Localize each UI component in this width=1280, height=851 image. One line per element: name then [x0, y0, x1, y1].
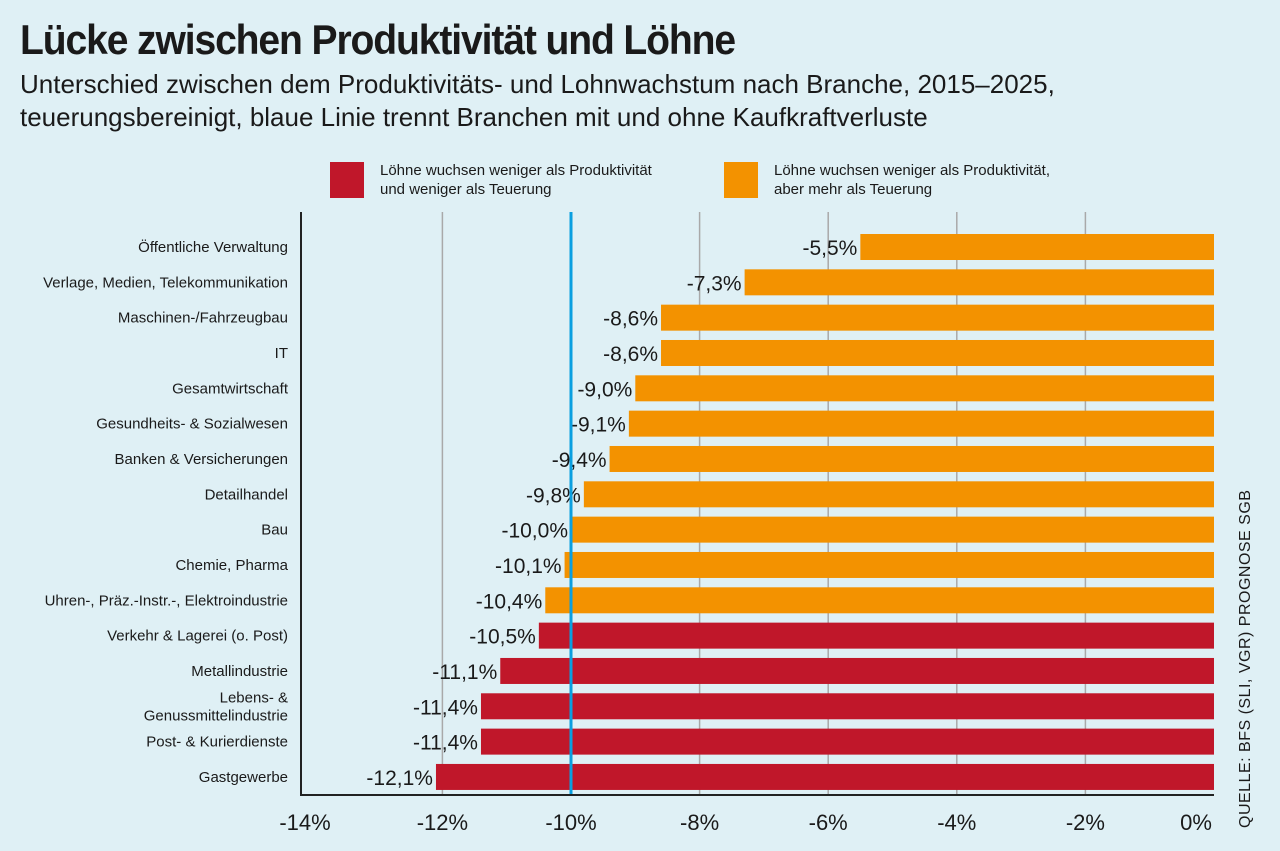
- category-label: Chemie, Pharma: [175, 557, 288, 574]
- bar: [860, 234, 1214, 260]
- x-tick-label: -6%: [809, 810, 848, 835]
- category-label: Verlage, Medien, Telekommunikation: [43, 274, 288, 291]
- category-label: Öffentliche Verwaltung: [138, 238, 288, 256]
- value-label: -10,1%: [495, 555, 562, 578]
- bar: [538, 622, 1214, 649]
- category-label: Gesundheits- & Sozialwesen: [96, 416, 288, 433]
- category-label: Uhren-, Präz.-Instr.-, Elektroindustrie: [45, 592, 288, 609]
- category-label: Lebens- &: [220, 689, 288, 706]
- bar: [661, 339, 1214, 366]
- value-label: -11,4%: [413, 732, 478, 755]
- chart-subtitle: Unterschied zwischen dem Produktivitäts-…: [20, 69, 1055, 132]
- bar: [744, 269, 1214, 296]
- bar: [609, 445, 1214, 472]
- category-label: Metallindustrie: [191, 663, 288, 680]
- bar: [500, 657, 1214, 684]
- value-label: -11,1%: [432, 661, 497, 684]
- category-label: Banken & Versicherungen: [115, 451, 288, 468]
- value-label: -9,0%: [577, 378, 632, 401]
- chart-title: Lücke zwischen Produktivität und Löhne: [20, 16, 736, 63]
- legend-label: Löhne wuchsen weniger als Produktivität: [380, 162, 653, 179]
- value-label: -12,1%: [366, 767, 433, 790]
- bar: [564, 551, 1214, 578]
- x-tick-label: -10%: [545, 810, 596, 835]
- value-label: -9,1%: [571, 414, 626, 437]
- value-label: -9,8%: [526, 484, 581, 507]
- value-label: -10,0%: [501, 520, 568, 543]
- category-label: Genussmittelindustrie: [144, 707, 288, 724]
- legend-label: und weniger als Teuerung: [380, 181, 552, 198]
- category-label: Gesamtwirtschaft: [172, 380, 289, 397]
- category-label: IT: [275, 345, 288, 362]
- bar: [480, 728, 1215, 755]
- value-label: -7,3%: [687, 272, 742, 295]
- category-label: Bau: [261, 522, 288, 539]
- value-label: -10,4%: [476, 590, 543, 613]
- bar: [435, 763, 1215, 790]
- legend-label: aber mehr als Teuerung: [774, 181, 932, 198]
- bar: [635, 375, 1214, 402]
- bar: [628, 410, 1214, 437]
- legend-swatch-orange: [724, 162, 758, 198]
- value-label: -11,4%: [413, 696, 478, 719]
- bar: [583, 481, 1214, 508]
- x-tick-label: -4%: [937, 810, 976, 835]
- category-label: Verkehr & Lagerei (o. Post): [107, 628, 288, 645]
- category-label: Post- & Kurierdienste: [146, 734, 288, 751]
- value-label: -8,6%: [603, 308, 658, 331]
- x-tick-label: -8%: [680, 810, 719, 835]
- value-label: -10,5%: [469, 626, 536, 649]
- legend-swatch-red: [330, 162, 364, 198]
- source-note: QUELLE: BFS (SLI, VGR) PROGNOSE SGB: [1237, 490, 1254, 828]
- x-tick-label: -12%: [417, 810, 468, 835]
- category-label: Detailhandel: [205, 486, 288, 503]
- bar: [480, 693, 1215, 720]
- value-label: -9,4%: [552, 449, 607, 472]
- value-label: -8,6%: [603, 343, 658, 366]
- value-label: -5,5%: [802, 237, 857, 260]
- x-tick-label: 0%: [1180, 810, 1212, 835]
- bar: [661, 304, 1214, 331]
- bar: [571, 516, 1214, 543]
- category-label: Gastgewerbe: [199, 769, 288, 786]
- bar: [545, 587, 1214, 614]
- x-tick-label: -14%: [279, 810, 330, 835]
- category-label: Maschinen-/Fahrzeugbau: [118, 310, 288, 327]
- legend-label: Löhne wuchsen weniger als Produktivität,: [774, 162, 1050, 179]
- x-tick-label: -2%: [1066, 810, 1105, 835]
